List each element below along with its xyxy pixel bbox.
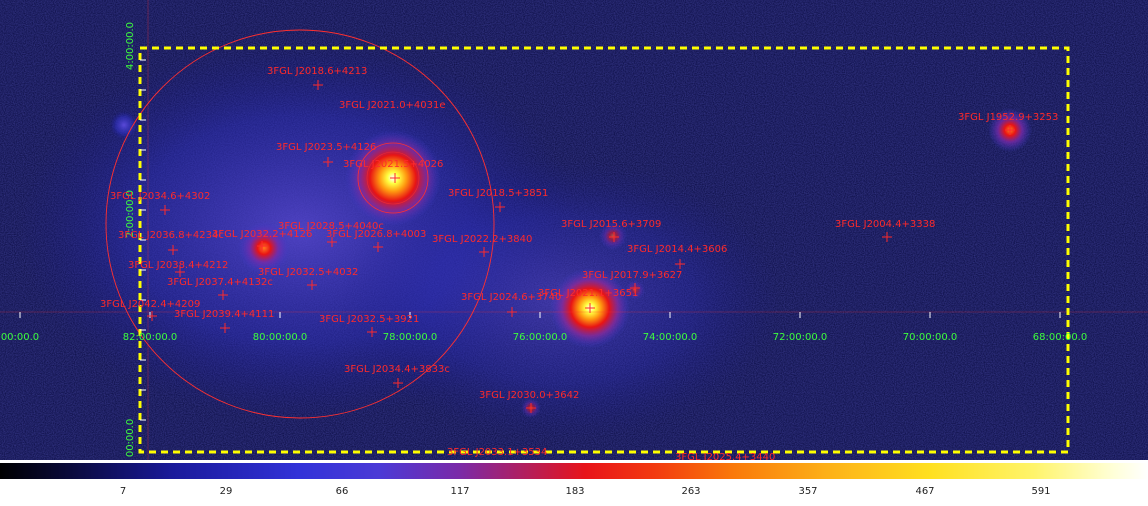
count-map: 00:00.0 82:00:00.0 80:00:00.0 78:00:00.0…: [0, 0, 1148, 460]
colorbar-tick-label: 29: [219, 486, 233, 497]
bright-source-3: [238, 222, 290, 274]
roi-box: [138, 46, 1070, 454]
faint-source-1: [599, 222, 627, 250]
source-label: 3FGL J2015.6+3709: [561, 219, 661, 230]
colorbar-tick-label: 183: [565, 486, 585, 497]
source-label: 3FGL J2018.5+3851: [448, 188, 548, 199]
ra-axis-ticks: [19, 312, 1061, 318]
source-label: 3FGL J1952.9+3253: [958, 112, 1058, 123]
source-label: 3FGL J2038.4+4212: [128, 260, 228, 271]
source-markers: 3FGL J2018.6+4213 3FGL J2021.0+4031e 3FGL …: [100, 66, 1058, 460]
source-label: 3FGL J2032.2+4126: [212, 229, 312, 240]
source-label: 3FGL J2033.1+3534: [447, 447, 547, 458]
source-label: 3FGL J2023.5+4126: [276, 142, 376, 153]
ra-tick-label: 00:00.0: [1, 332, 39, 343]
dec-axis-ticks: [140, 59, 146, 421]
source-label: 3FGL J2018.6+4213: [267, 66, 367, 77]
source-label: 3FGL J2034.4+3833c: [344, 364, 450, 375]
roi-circle-large: [105, 29, 495, 419]
ra-tick-label: 72:00:00.0: [773, 332, 827, 343]
source-label: 3FGL J2032.5+4032: [258, 267, 358, 278]
source-label: 3FGL J2028.5+4040c: [278, 221, 384, 232]
ra-tick-label: 82:00:00.0: [123, 332, 177, 343]
roi-circle-inner: [366, 151, 420, 205]
source-label: 3FGL J2026.8+4003: [326, 229, 426, 240]
source-label: 3FGL J2017.9+3627: [582, 270, 682, 281]
dec-tick-label: 00:00.0: [125, 419, 136, 457]
colorbar-tick-label: 66: [335, 486, 349, 497]
colorbar-tick-label: 7: [119, 486, 127, 497]
ra-tick-label: 76:00:00.0: [513, 332, 567, 343]
source-label: 3FGL J2032.5+3921: [319, 314, 419, 325]
colorbar-panel: 7 29 66 117 183 263 357 467 591: [0, 460, 1148, 506]
source-label: 3FGL J2021.5+4026: [343, 159, 443, 170]
dec-tick-label: 2:00:00.0: [125, 190, 136, 238]
ra-tick-label: 70:00:00.0: [903, 332, 957, 343]
coordinate-grid: [0, 0, 1148, 460]
dec-tick-label: 4:00:00.0: [125, 22, 136, 70]
source-label: 3FGL J2039.4+4111: [174, 309, 274, 320]
faint-source-3: [110, 111, 138, 139]
roi-circle-small: [357, 142, 429, 214]
ra-tick-label: 80:00:00.0: [253, 332, 307, 343]
source-label: 3FGL J2037.4+4132c: [167, 277, 273, 288]
source-label: 3FGL J2014.4+3606: [627, 244, 727, 255]
source-label: 3FGL J2022.2+3840: [432, 234, 532, 245]
source-label: 3FGL J2036.8+4234c: [118, 230, 224, 241]
colorbar-tick-label: 591: [1031, 486, 1051, 497]
source-label: 3FGL J2004.4+3338: [835, 219, 935, 230]
ra-tick-label: 78:00:00.0: [383, 332, 437, 343]
source-label: 3FGL J2021.1+3651: [538, 288, 638, 299]
source-label: 3FGL J2042.4+4209: [100, 299, 200, 310]
ra-tick-label: 74:00:00.0: [643, 332, 697, 343]
colorbar-tick-label: 117: [450, 486, 470, 497]
source-label: 3FGL J2034.6+4302: [110, 191, 210, 202]
colorbar-tick-label: 357: [798, 486, 818, 497]
ra-tick-label: 68:00:00.0: [1033, 332, 1087, 343]
source-label: 3FGL J2025.4+3440: [675, 452, 775, 460]
source-label: 3FGL J2030.0+3642: [479, 390, 579, 401]
source-label: 3FGL J2024.6+3740: [461, 292, 561, 303]
colorbar-tick-label: 467: [915, 486, 935, 497]
colorbar-tick-label: 263: [681, 486, 701, 497]
colorbar: [0, 463, 1148, 479]
sky-image: 00:00.0 82:00:00.0 80:00:00.0 78:00:00.0…: [0, 0, 1148, 460]
source-label: 3FGL J2021.0+4031e: [339, 100, 446, 111]
